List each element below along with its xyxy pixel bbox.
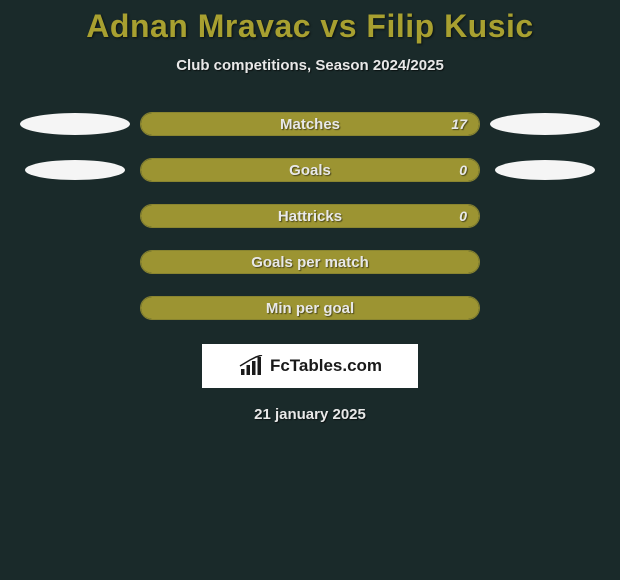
- stat-row-hattricks: Hattricks 0: [0, 204, 620, 228]
- stat-bar: Goals per match: [140, 250, 480, 274]
- stat-bar: Goals 0: [140, 158, 480, 182]
- stat-value: 0: [459, 208, 467, 224]
- stat-row-min-per-goal: Min per goal: [0, 296, 620, 320]
- stat-value: 0: [459, 162, 467, 178]
- left-ellipse: [20, 113, 130, 135]
- date-label: 21 january 2025: [254, 406, 366, 423]
- comparison-infographic: Adnan Mravac vs Filip Kusic Club competi…: [0, 0, 620, 423]
- stat-row-goals: Goals 0: [0, 158, 620, 182]
- branding-logo: FcTables.com: [202, 344, 418, 388]
- stat-label: Min per goal: [266, 300, 354, 317]
- logo-text: FcTables.com: [270, 356, 382, 376]
- stat-label: Goals: [289, 162, 331, 179]
- stat-bar: Min per goal: [140, 296, 480, 320]
- stat-label: Matches: [280, 116, 340, 133]
- stat-row-goals-per-match: Goals per match: [0, 250, 620, 274]
- left-value-holder: [10, 113, 140, 135]
- stat-label: Hattricks: [278, 208, 342, 225]
- right-value-holder: [480, 113, 610, 135]
- stat-label: Goals per match: [251, 254, 369, 271]
- stat-bar: Matches 17: [140, 112, 480, 136]
- right-ellipse: [495, 160, 595, 180]
- stat-row-matches: Matches 17: [0, 112, 620, 136]
- left-value-holder: [10, 160, 140, 180]
- chart-icon: [238, 355, 264, 377]
- right-ellipse: [490, 113, 600, 135]
- subtitle: Club competitions, Season 2024/2025: [176, 57, 444, 74]
- stat-bar: Hattricks 0: [140, 204, 480, 228]
- stat-value: 17: [451, 116, 467, 132]
- page-title: Adnan Mravac vs Filip Kusic: [86, 8, 533, 45]
- left-ellipse: [25, 160, 125, 180]
- right-value-holder: [480, 160, 610, 180]
